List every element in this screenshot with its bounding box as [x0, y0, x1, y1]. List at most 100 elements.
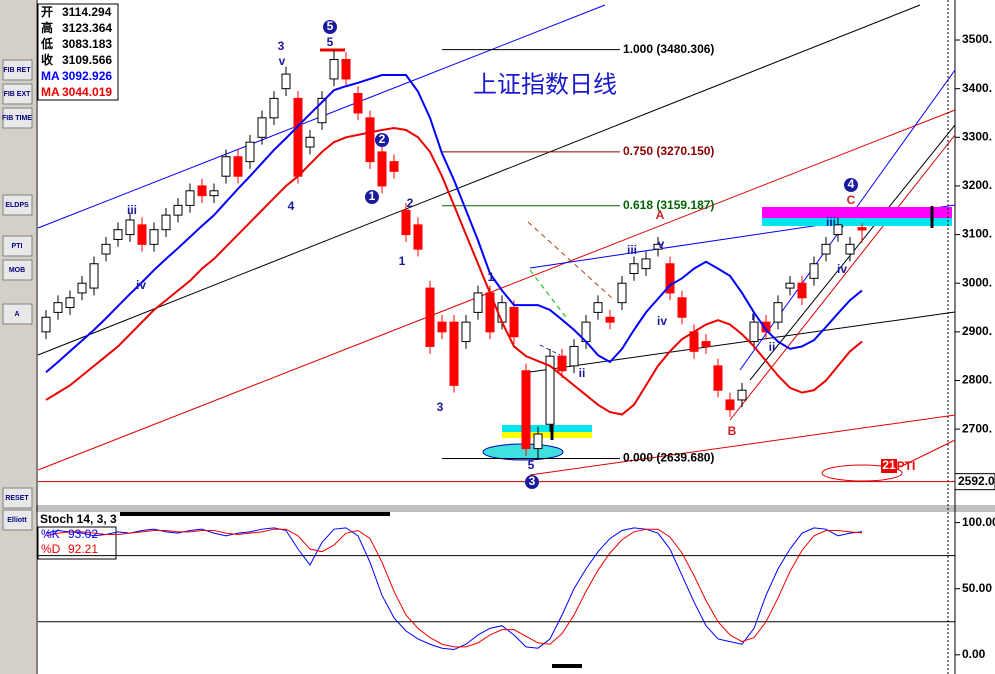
candle-body [521, 370, 531, 450]
tool-button[interactable] [2, 303, 33, 325]
info-label: MA [41, 69, 60, 83]
trend-line [529, 414, 956, 476]
wave-label: 4 [288, 199, 295, 213]
candle-body [545, 355, 555, 425]
tool-button[interactable] [2, 83, 33, 105]
wave-label: A [656, 208, 665, 222]
candle-body [557, 355, 567, 372]
candle-body [641, 258, 651, 270]
wave-label: B [728, 424, 737, 438]
tool-button[interactable] [2, 259, 33, 281]
pti-box [881, 459, 897, 473]
tool-label[interactable]: A [14, 311, 19, 318]
fib-label: 0.750 (3270.150) [623, 144, 714, 158]
wave-label: v [658, 237, 665, 251]
fan-line [529, 269, 569, 321]
candle-body [617, 282, 627, 304]
tool-label[interactable]: Elliott [7, 517, 27, 524]
tool-label[interactable]: FIB TIME [2, 115, 32, 122]
candle-body [353, 93, 363, 114]
tool-button[interactable] [2, 235, 33, 257]
candle-body [89, 263, 99, 289]
wave-label: 5 [327, 19, 334, 33]
tool-button[interactable] [2, 59, 33, 81]
y-tick-label: 3100. [962, 227, 992, 241]
candle-body [665, 263, 675, 294]
wave-label: iii [127, 203, 137, 217]
y-tick-label: 0.00 [962, 647, 986, 661]
candle-body [845, 243, 855, 255]
fib-label: 1.000 (3480.306) [623, 42, 714, 56]
tool-label[interactable]: ELDPS [5, 202, 29, 209]
tool-label[interactable]: FIB RET [3, 67, 31, 74]
info-value: 3114.294 [62, 5, 112, 19]
y-tick-label: 3200. [962, 178, 992, 192]
panel-separator [36, 505, 995, 512]
candle-body [293, 97, 303, 177]
candle-body [221, 156, 231, 177]
cursor-label: 2592.0 [958, 474, 995, 488]
tool-button[interactable] [2, 487, 33, 509]
candle-body [53, 302, 63, 313]
candle-body [605, 316, 615, 323]
candle-body [125, 219, 135, 236]
candle-body [401, 209, 411, 236]
tool-label[interactable]: RESET [5, 495, 29, 502]
scroll-thumb [552, 664, 582, 668]
candle-body [437, 321, 447, 333]
candle-body [77, 282, 87, 294]
info-value: 3083.183 [62, 37, 112, 51]
stoch-line [45, 528, 863, 648]
candle-body [629, 263, 639, 274]
tool-label[interactable]: MOB [9, 267, 25, 274]
legend-value: 92.21 [68, 542, 98, 556]
info-value: 3092.926 [62, 69, 112, 83]
trend-line [37, 109, 956, 471]
candle-body [725, 399, 735, 411]
tool-label[interactable]: FIB EXT [4, 91, 32, 98]
tool-button[interactable] [2, 107, 33, 129]
y-tick-label: 2700. [962, 421, 992, 435]
wave-label: iv [657, 314, 667, 328]
legend-name: %D [41, 542, 61, 556]
fib-label: 0.000 (2639.680) [623, 451, 714, 465]
candle-body [833, 224, 843, 236]
candle-body [413, 224, 423, 250]
candle-body [389, 161, 399, 172]
y-tick-label: 2900. [962, 324, 992, 338]
candle-body [497, 302, 507, 323]
candle-body [569, 345, 579, 367]
chart-title: 上证指数日线 [473, 71, 617, 98]
candle-body [365, 117, 375, 163]
tool-button[interactable] [2, 509, 33, 531]
tool-label[interactable]: PTI [12, 243, 23, 250]
toolbar-buttons: FIB RET FIB EXT FIB TIME ELDPS PTI MOB A RESET E… [2, 59, 33, 531]
candle-body [257, 117, 267, 138]
candle-body [785, 282, 795, 289]
zone [762, 218, 952, 226]
y-tick-label: 3500. [962, 32, 992, 46]
trend-line [529, 311, 956, 373]
wave-label: 3 [437, 400, 444, 414]
candle-body [65, 297, 75, 309]
wave-label: 1 [369, 189, 376, 203]
candle-body [737, 389, 747, 401]
info-value: 3109.566 [62, 53, 112, 67]
wave-label: PTI [897, 459, 916, 473]
wave-label: 5 [327, 35, 334, 49]
candle-body [245, 141, 255, 163]
candle-body [821, 243, 831, 255]
wave-label: iv [837, 262, 847, 276]
wave-label: iii [627, 243, 637, 257]
candle-body [113, 229, 123, 240]
tool-button[interactable] [2, 194, 33, 216]
candle-body [173, 204, 183, 216]
legend-name: %K [41, 527, 60, 541]
ma-line [45, 74, 863, 373]
zone [762, 207, 952, 218]
candle-body [857, 227, 867, 231]
candle-body [269, 97, 279, 119]
wave-label: ii [579, 366, 586, 380]
wave-label: ii [769, 340, 776, 354]
